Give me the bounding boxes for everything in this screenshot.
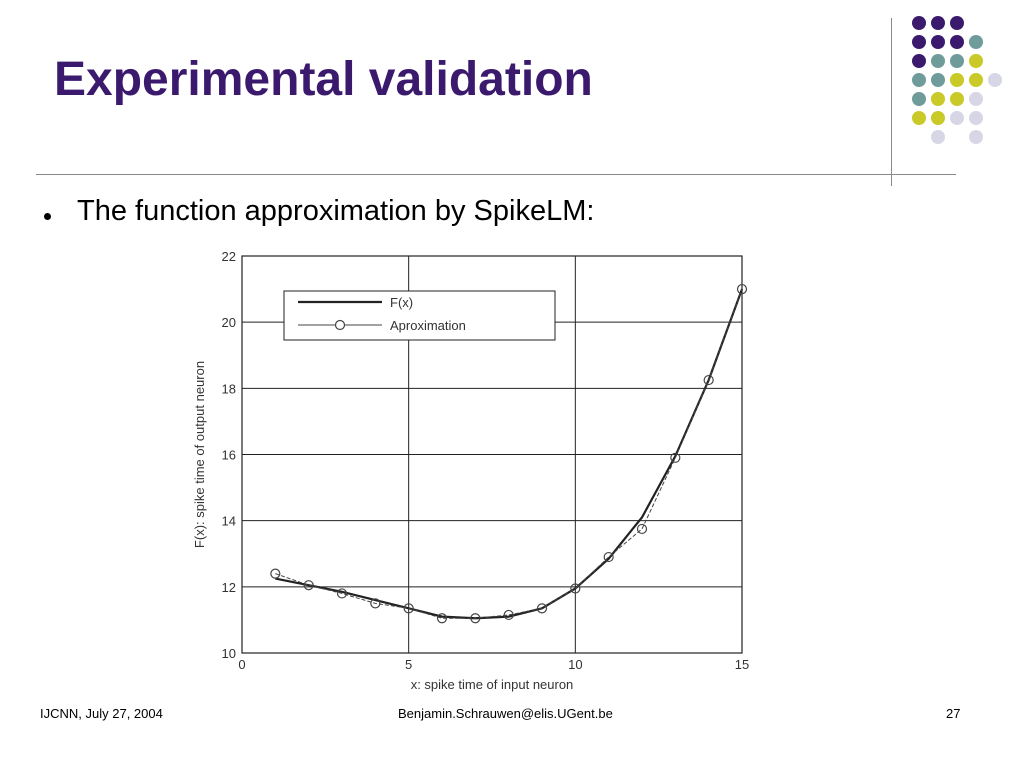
series-line-fx [275, 288, 744, 620]
slide-title: Experimental validation [54, 53, 593, 106]
x-tick-label: 15 [735, 657, 749, 672]
legend-label: Aproximation [390, 318, 466, 333]
y-tick-label: 22 [222, 249, 236, 264]
y-tick-label: 18 [222, 381, 236, 396]
bullet-icon [44, 212, 51, 220]
data-point-approximation [603, 551, 614, 563]
line-chart: 0 5 10 15 10 12 14 16 18 20 22 F(x) Aproximation x:… [192, 249, 750, 692]
data-point-approximation [703, 374, 714, 386]
decorative-dot [988, 73, 1002, 87]
series-layer [270, 283, 748, 624]
decorative-dot [969, 92, 983, 106]
title-divider [36, 174, 956, 175]
decorative-dot [912, 16, 926, 30]
y-tick-label: 20 [222, 315, 236, 330]
y-tick-label: 10 [222, 646, 236, 661]
data-point-approximation [536, 603, 548, 614]
decorative-dot [931, 92, 945, 106]
decorative-dot [950, 35, 964, 49]
x-tick-label: 0 [238, 657, 245, 672]
data-point-approximation [270, 568, 281, 579]
data-point-approximation [503, 609, 514, 621]
decorative-dot [950, 111, 964, 125]
decorative-dot [931, 73, 945, 87]
y-axis-label: F(x): spike time of output neuron [192, 361, 207, 548]
data-point-approximation [670, 452, 681, 463]
legend-label: F(x) [390, 295, 413, 310]
legend: F(x) Aproximation [283, 290, 556, 341]
bullet-text: The function approximation by SpikeLM: [77, 195, 595, 227]
tick-labels: 0 5 10 15 10 12 14 16 18 20 22 [222, 249, 750, 672]
y-tick-label: 12 [222, 580, 236, 595]
series-line-approximation [275, 288, 743, 619]
decorative-dot [969, 130, 983, 144]
decorative-dot [931, 130, 945, 144]
decorative-dot [931, 35, 945, 49]
decorative-dot [969, 54, 983, 68]
data-point-approximation [370, 598, 381, 609]
decorative-dot [969, 35, 983, 49]
data-point-approximation [403, 603, 414, 614]
x-tick-label: 10 [568, 657, 582, 672]
bullet-item: The function approximation by SpikeLM: [44, 194, 594, 229]
x-tick-label: 5 [405, 657, 412, 672]
decorative-dot [912, 73, 926, 87]
data-point-approximation [636, 523, 648, 535]
decorative-dot [912, 92, 926, 106]
decorative-dot [931, 111, 945, 125]
data-point-approximation [336, 588, 348, 599]
x-axis-label: x: spike time of input neuron [411, 677, 574, 692]
decorative-dot [969, 111, 983, 125]
decorative-dot [950, 54, 964, 68]
data-point-approximation [303, 580, 314, 591]
decorative-dot [950, 16, 964, 30]
data-point-approximation [570, 583, 581, 594]
decorative-dot [931, 54, 945, 68]
decorative-dot [912, 35, 926, 49]
footer-email: Benjamin.Schrauwen@elis.UGent.be [398, 706, 613, 721]
y-tick-label: 16 [222, 448, 236, 463]
legend-box [283, 290, 556, 341]
decorative-dot [931, 16, 945, 30]
y-tick-label: 14 [222, 514, 236, 529]
data-point-approximation [436, 613, 448, 624]
decorative-dot [950, 73, 964, 87]
decorative-dot [912, 111, 926, 125]
vertical-divider [891, 18, 892, 186]
decorative-dot [950, 92, 964, 106]
page-number: 27 [946, 706, 961, 721]
footer-conference: IJCNN, July 27, 2004 [40, 706, 163, 721]
decorative-dot [912, 54, 926, 68]
data-point-approximation [736, 283, 748, 295]
legend-marker-approximation [334, 319, 346, 331]
decorative-dot [969, 73, 983, 87]
data-point-approximation [470, 613, 481, 624]
